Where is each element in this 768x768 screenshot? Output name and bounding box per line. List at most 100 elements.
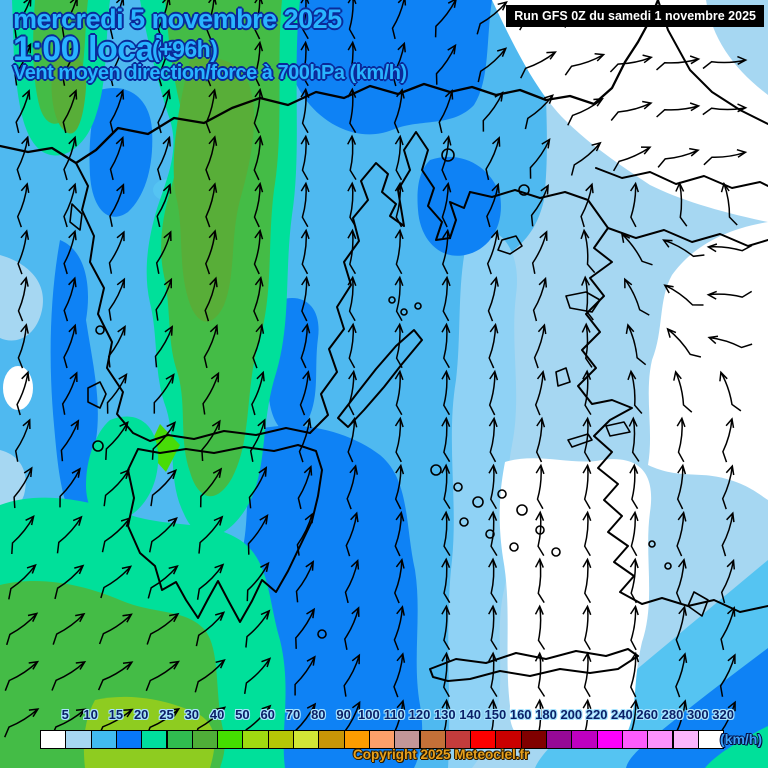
limnos-island bbox=[497, 235, 523, 255]
wind-arrow bbox=[657, 147, 700, 168]
map-subtitle: Vent moyen direction/force à 700hPa (km/… bbox=[13, 62, 407, 84]
rhodes-island bbox=[687, 591, 709, 617]
wind-arrow bbox=[249, 418, 266, 462]
wind-arrow bbox=[673, 370, 693, 413]
wind-arrow bbox=[347, 275, 357, 322]
wind-arrow bbox=[394, 134, 404, 181]
wind-arrow bbox=[299, 370, 311, 416]
wind-arrow bbox=[441, 369, 451, 416]
wind-arrow bbox=[488, 604, 498, 650]
wind-arrow bbox=[582, 463, 592, 510]
wind-arrow bbox=[347, 322, 357, 369]
wind-arrow bbox=[253, 134, 264, 181]
wind-arrow bbox=[17, 276, 29, 322]
wind-arrow bbox=[721, 464, 735, 510]
wind-arrow bbox=[629, 181, 640, 228]
wind-arrow bbox=[243, 704, 272, 741]
wind-arrow bbox=[195, 611, 226, 647]
wind-arrow bbox=[157, 88, 171, 134]
wind-arrow bbox=[109, 0, 125, 40]
wind-arrow bbox=[535, 510, 545, 556]
wind-arrow bbox=[663, 284, 704, 306]
wind-arrows bbox=[4, 0, 753, 745]
wind-arrow bbox=[629, 463, 639, 510]
dodecanese-island bbox=[664, 562, 672, 570]
wind-arrow bbox=[629, 510, 639, 557]
cyclades-island bbox=[485, 529, 495, 539]
wind-arrow bbox=[570, 141, 602, 176]
wind-arrow bbox=[296, 512, 313, 556]
wind-arrow bbox=[347, 40, 357, 87]
wind-arrow bbox=[347, 416, 358, 463]
wind-arrow bbox=[612, 146, 652, 172]
wind-arrow bbox=[347, 181, 357, 228]
wind-arrow bbox=[300, 0, 310, 40]
wind-arrow bbox=[610, 100, 653, 121]
wind-arrow bbox=[205, 182, 218, 228]
wind-arrow bbox=[252, 323, 265, 369]
wind-arrow bbox=[59, 467, 81, 508]
wind-arrow bbox=[582, 651, 592, 698]
wind-arrow bbox=[15, 89, 31, 134]
wind-arrow bbox=[675, 652, 688, 698]
map-title-date: mercredi 5 novembre 2025 bbox=[13, 4, 342, 34]
wind-arrow bbox=[441, 651, 451, 698]
map-region-lightblue-west1 bbox=[0, 255, 43, 341]
map-region-white-spot-west bbox=[3, 366, 33, 410]
wind-arrow bbox=[253, 181, 264, 228]
zakynthos-island bbox=[92, 440, 104, 452]
wind-arrow bbox=[63, 276, 77, 322]
wind-arrow bbox=[17, 229, 30, 275]
wind-arrow bbox=[393, 557, 405, 604]
wind-arrow bbox=[243, 657, 272, 695]
wind-arrow bbox=[703, 148, 748, 166]
cyclades-island bbox=[472, 496, 484, 508]
wind-arrow bbox=[485, 136, 501, 181]
wind-arrow bbox=[300, 181, 310, 228]
wind-arrow bbox=[567, 98, 604, 126]
wind-arrow bbox=[486, 182, 500, 228]
wind-arrow bbox=[251, 370, 265, 416]
wind-arrow bbox=[675, 605, 688, 651]
wind-arrow bbox=[201, 419, 221, 462]
wind-arrow bbox=[300, 87, 310, 134]
wind-arrow bbox=[8, 563, 37, 600]
wind-arrow bbox=[675, 557, 687, 604]
wind-arrow bbox=[476, 0, 508, 35]
wind-arrow bbox=[534, 651, 546, 697]
wind-arrow bbox=[441, 463, 451, 509]
wind-arrow bbox=[535, 463, 545, 510]
wind-arrow bbox=[204, 276, 218, 322]
cyclades-island bbox=[551, 547, 561, 557]
wind-arrow bbox=[194, 658, 226, 693]
wind-arrow bbox=[487, 276, 499, 322]
sporades-island bbox=[414, 302, 422, 310]
wind-arrow bbox=[108, 277, 126, 321]
wind-arrow bbox=[533, 323, 547, 369]
wind-arrow bbox=[530, 184, 549, 227]
wind-arrow bbox=[247, 514, 269, 555]
sporades-island bbox=[400, 308, 408, 316]
wind-arrow bbox=[294, 655, 316, 696]
wind-arrow bbox=[298, 417, 312, 463]
wind-arrow bbox=[4, 660, 40, 691]
wind-arrow bbox=[146, 612, 180, 645]
wind-arrow bbox=[582, 557, 592, 604]
wind-arrow bbox=[393, 605, 405, 651]
chios-island bbox=[555, 367, 571, 387]
wind-arrow bbox=[488, 322, 499, 369]
map-region-lightblue-west2 bbox=[0, 450, 26, 510]
wind-arrow bbox=[300, 322, 311, 369]
wind-arrow bbox=[347, 228, 357, 275]
wind-arrow bbox=[620, 232, 653, 266]
run-info-badge: Run GFS 0Z du samedi 1 novembre 2025 bbox=[506, 5, 764, 27]
wind-arrow bbox=[245, 609, 271, 648]
wind-arrow bbox=[529, 138, 551, 179]
wind-arrow bbox=[109, 88, 125, 134]
wind-arrow bbox=[624, 277, 650, 316]
crete-island bbox=[429, 648, 639, 682]
wind-arrow bbox=[52, 612, 86, 645]
cyclades-island bbox=[516, 504, 528, 516]
wind-arrow bbox=[157, 0, 171, 40]
wind-arrow bbox=[145, 707, 181, 738]
